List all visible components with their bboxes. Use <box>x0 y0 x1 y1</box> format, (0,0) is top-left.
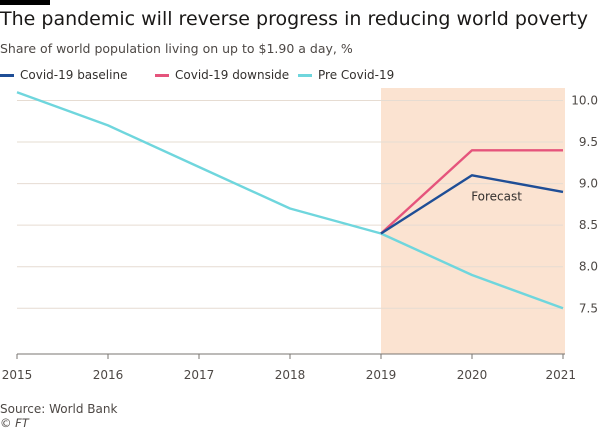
x-tick-label: 2020 <box>457 368 488 382</box>
y-tick-label: 10.0 <box>571 93 598 107</box>
x-tick-label: 2019 <box>366 368 397 382</box>
legend-item-baseline: Covid-19 baseline <box>0 68 127 82</box>
x-tick-label: 2015 <box>2 368 33 382</box>
x-tick-label: 2016 <box>93 368 124 382</box>
legend-swatch-pre-covid <box>298 73 312 77</box>
series-line-covid-baseline <box>380 174 564 235</box>
legend-label: Covid-19 baseline <box>20 68 128 82</box>
forecast-shaded-region <box>381 88 565 354</box>
legend-item-pre-covid: Pre Covid-19 <box>298 68 394 82</box>
y-tick-label: 8.5 <box>579 218 598 232</box>
legend-label: Pre Covid-19 <box>318 68 395 82</box>
legend-swatch-downside <box>155 73 169 77</box>
x-tick-label: 2018 <box>275 368 306 382</box>
x-tick-label: 2017 <box>184 368 215 382</box>
label-layer: 10.0 9.5 9.0 8.5 8.0 7.5 2015 2016 2017 2018 2019 2… <box>2 93 598 382</box>
series-line-covid-downside <box>380 149 563 235</box>
chart-subtitle: Share of world population living on up t… <box>0 41 353 56</box>
legend: Covid-19 baseline Covid-19 downside Pre … <box>0 68 602 84</box>
y-tick-label: 7.5 <box>579 301 598 315</box>
ft-top-rule <box>0 0 50 5</box>
copyright-note: © FT <box>0 416 29 430</box>
y-tick-label: 9.5 <box>579 135 598 149</box>
legend-item-downside: Covid-19 downside <box>155 68 289 82</box>
series-layer <box>16 91 564 310</box>
legend-swatch-baseline <box>0 73 14 77</box>
chart-title: The pandemic will reverse progress in re… <box>0 8 588 30</box>
series-line-pre-covid <box>16 91 564 310</box>
grid-layer <box>17 99 563 309</box>
y-tick-label: 9.0 <box>579 177 598 191</box>
forecast-band-layer <box>381 88 565 354</box>
x-tick-label: 2021 <box>545 368 576 382</box>
legend-label: Covid-19 downside <box>175 68 290 82</box>
source-note: Source: World Bank <box>0 402 118 416</box>
y-tick-label: 8.0 <box>579 260 598 274</box>
forecast-annotation: Forecast <box>471 190 522 204</box>
axis-layer <box>16 353 565 359</box>
